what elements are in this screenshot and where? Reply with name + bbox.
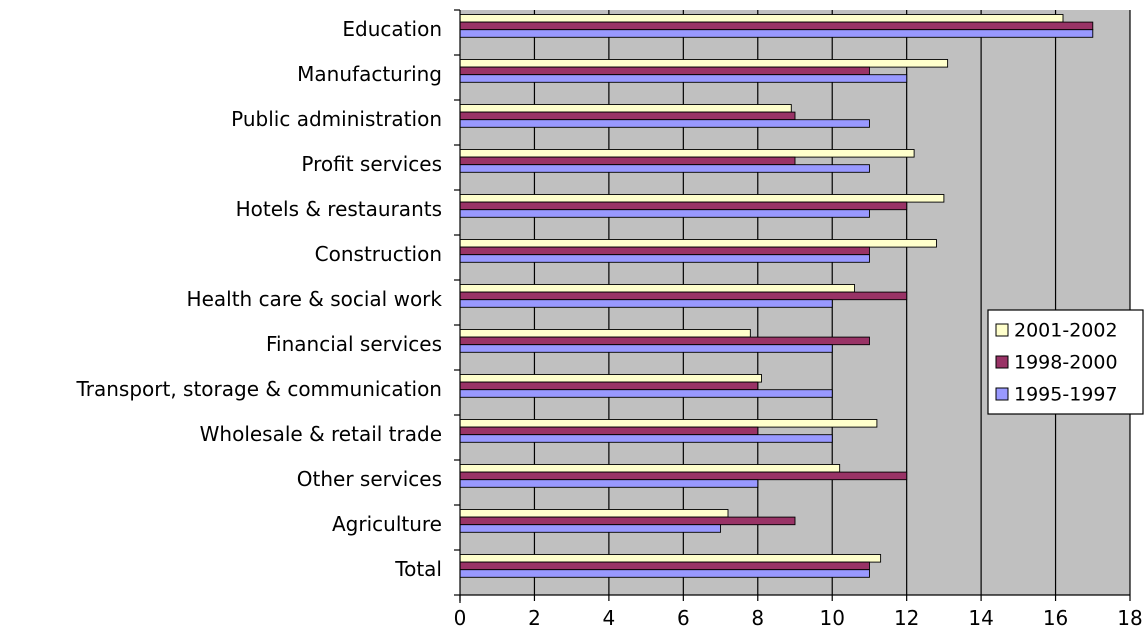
bar-7-2 [459,344,833,353]
legend-swatch-1 [995,355,1009,369]
bar-12-2 [459,569,870,578]
bar-7-1 [459,336,870,346]
bar-8-0 [459,374,762,383]
category-label: Profit services [301,152,442,176]
category-label: Public administration [231,107,442,131]
x-tick-label: 10 [819,606,844,630]
legend: 2001-2002 1998-2000 1995-1997 [987,309,1144,415]
x-tick-label: 2 [528,606,541,630]
legend-label-2: 1995-1997 [1014,384,1118,406]
legend-label-1: 1998-2000 [1014,352,1118,374]
axes [454,9,1131,603]
category-label: Health care & social work [187,287,443,311]
x-tick-label: 4 [603,606,616,630]
legend-box [987,309,1144,415]
bar-10-2 [459,479,759,488]
bar-9-1 [459,426,759,436]
legend-label-0: 2001-2002 [1014,320,1118,342]
x-tick-labels: 0 2 4 6 8 10 12 14 16 18 [454,606,1143,630]
category-label: Construction [315,242,442,266]
category-label: Agriculture [332,512,442,536]
bar-8-1 [459,381,759,391]
bar-12-1 [459,561,870,571]
bar-10-1 [459,471,908,481]
x-tick-label: 16 [1043,606,1068,630]
category-label: Total [394,557,442,581]
x-tick-label: 12 [894,606,919,630]
bar-6-2 [459,299,833,308]
category-labels: Education Manufacturing Public administrat… [75,17,442,581]
bar-1-0 [459,59,949,68]
bar-12-0 [459,554,882,563]
bar-2-0 [459,104,792,113]
bar-5-2 [459,254,870,263]
legend-swatch-2 [995,387,1009,401]
bar-6-1 [459,291,908,301]
bar-8-2 [459,389,833,398]
bar-10-0 [459,464,841,473]
bar-3-0 [459,149,915,158]
bar-6-0 [459,284,856,293]
bar-11-0 [459,509,729,518]
bar-11-1 [459,516,796,526]
bar-0-0 [459,14,1064,23]
bar-4-2 [459,209,870,218]
x-tick-label: 18 [1117,606,1142,630]
category-label: Education [342,17,442,41]
bar-3-1 [459,156,796,166]
bar-2-2 [459,119,870,128]
bar-5-0 [459,239,937,248]
legend-swatch-0 [995,323,1009,337]
category-label: Financial services [266,332,442,356]
x-tick-label: 0 [454,606,467,630]
bar-7-0 [459,329,751,338]
bar-2-1 [459,111,796,121]
category-label: Manufacturing [297,62,442,86]
category-label: Hotels & restaurants [236,197,442,221]
bar-4-1 [459,201,908,211]
bar-3-2 [459,164,870,173]
bar-0-2 [459,29,1094,38]
x-tick-label: 14 [968,606,993,630]
bar-1-2 [459,74,908,83]
x-tick-label: 6 [677,606,690,630]
category-label: Wholesale & retail trade [200,422,442,446]
bar-4-0 [459,194,945,203]
x-tick-label: 8 [751,606,764,630]
category-label: Other services [297,467,442,491]
bar-9-2 [459,434,833,443]
bar-11-2 [459,524,722,533]
bar-9-0 [459,419,878,428]
bar-5-1 [459,246,870,256]
category-label: Transport, storage & communication [75,377,442,401]
bar-1-1 [459,66,870,76]
bar-0-1 [459,21,1094,31]
